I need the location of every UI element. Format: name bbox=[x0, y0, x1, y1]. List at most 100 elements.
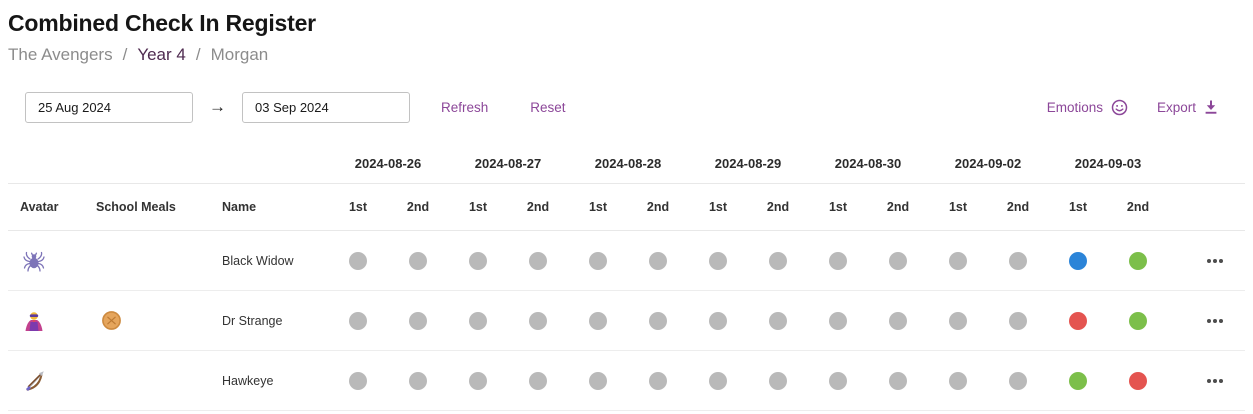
mark-dot-gray[interactable] bbox=[469, 311, 487, 330]
session-column-header: 1st bbox=[468, 200, 488, 214]
school-meals-column-header: School Meals bbox=[96, 200, 176, 214]
mark-cell bbox=[808, 251, 868, 270]
mark-dot-gray[interactable] bbox=[709, 251, 727, 270]
mark-cell bbox=[988, 371, 1048, 390]
name-column-header: Name bbox=[222, 200, 257, 214]
mark-cell bbox=[628, 371, 688, 390]
date-column-header: 2024-08-29 bbox=[714, 156, 782, 171]
mark-cell bbox=[568, 251, 628, 270]
mark-dot-gray[interactable] bbox=[649, 371, 667, 390]
mark-dot-gray[interactable] bbox=[469, 251, 487, 270]
mark-dot-gray[interactable] bbox=[829, 251, 847, 270]
mark-dot-gray[interactable] bbox=[769, 251, 787, 270]
emotions-button[interactable]: Emotions bbox=[1047, 99, 1128, 116]
school-meal-cell bbox=[96, 310, 222, 331]
mark-cell bbox=[628, 251, 688, 270]
mark-dot-gray[interactable] bbox=[889, 251, 907, 270]
student-name: Hawkeye bbox=[222, 373, 274, 388]
reset-button[interactable]: Reset bbox=[530, 99, 566, 115]
ellipsis-dot bbox=[1219, 258, 1223, 263]
mark-cell bbox=[1108, 251, 1168, 270]
mark-cell bbox=[688, 371, 748, 390]
mark-dot-red[interactable] bbox=[1129, 371, 1147, 390]
mark-dot-gray[interactable] bbox=[469, 371, 487, 390]
mark-dot-gray[interactable] bbox=[1009, 251, 1027, 270]
mark-cell bbox=[748, 311, 808, 330]
mark-dot-gray[interactable] bbox=[409, 371, 427, 390]
mark-dot-gray[interactable] bbox=[889, 371, 907, 390]
table-body: Black Widow Dr Strange Hawkeye bbox=[8, 231, 1245, 411]
date-column-header: 2024-08-27 bbox=[474, 156, 542, 171]
mark-cell bbox=[328, 251, 388, 270]
export-button[interactable]: Export bbox=[1157, 100, 1218, 115]
date-column-header: 2024-08-26 bbox=[354, 156, 422, 171]
mark-dot-gray[interactable] bbox=[949, 251, 967, 270]
mark-dot-gray[interactable] bbox=[829, 371, 847, 390]
mark-dot-green[interactable] bbox=[1129, 311, 1147, 330]
mark-dot-gray[interactable] bbox=[529, 251, 547, 270]
row-menu-button[interactable] bbox=[1207, 375, 1223, 387]
session-column-header: 2nd bbox=[1126, 200, 1150, 214]
mark-dot-gray[interactable] bbox=[1009, 371, 1027, 390]
mark-dot-gray[interactable] bbox=[589, 311, 607, 330]
spider-icon bbox=[23, 250, 45, 272]
page-title: Combined Check In Register bbox=[8, 10, 316, 36]
mark-dot-gray[interactable] bbox=[589, 251, 607, 270]
mark-dot-gray[interactable] bbox=[649, 251, 667, 270]
mark-cell bbox=[928, 371, 988, 390]
mark-cell bbox=[508, 311, 568, 330]
mark-cell bbox=[1048, 251, 1108, 270]
mark-dot-gray[interactable] bbox=[769, 311, 787, 330]
breadcrumb-year[interactable]: Year 4 bbox=[137, 45, 186, 64]
refresh-button[interactable]: Refresh bbox=[441, 99, 489, 115]
avatar-cell bbox=[8, 250, 96, 272]
mark-dot-gray[interactable] bbox=[949, 371, 967, 390]
mark-dot-gray[interactable] bbox=[409, 251, 427, 270]
row-menu-button[interactable] bbox=[1207, 315, 1223, 327]
mark-dot-gray[interactable] bbox=[349, 251, 367, 270]
date-to-input[interactable] bbox=[242, 91, 410, 123]
mark-cell bbox=[928, 251, 988, 270]
mark-dot-gray[interactable] bbox=[769, 371, 787, 390]
column-header-row: Avatar School Meals Name 1st 2nd 1st 2nd 1st… bbox=[8, 184, 1245, 231]
session-column-header: 2nd bbox=[766, 200, 790, 214]
mark-cell bbox=[1048, 371, 1108, 390]
mark-dot-gray[interactable] bbox=[529, 371, 547, 390]
mark-dot-green[interactable] bbox=[1129, 251, 1147, 270]
toolbar-right: Emotions Export bbox=[1047, 99, 1245, 116]
mark-dot-gray[interactable] bbox=[829, 311, 847, 330]
breadcrumb-group[interactable]: The Avengers bbox=[8, 45, 113, 64]
date-from-input[interactable] bbox=[25, 91, 193, 123]
mark-cell bbox=[448, 371, 508, 390]
smiley-icon bbox=[1111, 99, 1128, 116]
mark-dot-gray[interactable] bbox=[349, 371, 367, 390]
mark-dot-gray[interactable] bbox=[949, 311, 967, 330]
mark-cell bbox=[388, 371, 448, 390]
ellipsis-dot bbox=[1213, 318, 1217, 323]
breadcrumb-separator: / bbox=[195, 45, 201, 64]
mark-dot-gray[interactable] bbox=[409, 311, 427, 330]
mark-dot-blue[interactable] bbox=[1069, 251, 1087, 270]
mark-dot-gray[interactable] bbox=[649, 311, 667, 330]
mark-dot-gray[interactable] bbox=[349, 311, 367, 330]
avatar-cell bbox=[8, 310, 96, 332]
mark-cell bbox=[1108, 371, 1168, 390]
mark-dot-red[interactable] bbox=[1069, 311, 1087, 330]
mark-cell bbox=[448, 311, 508, 330]
avatar-column-header: Avatar bbox=[20, 200, 59, 214]
mark-dot-gray[interactable] bbox=[529, 311, 547, 330]
mark-dot-green[interactable] bbox=[1069, 371, 1087, 390]
mark-dot-gray[interactable] bbox=[889, 311, 907, 330]
session-column-header: 1st bbox=[948, 200, 968, 214]
ellipsis-dot bbox=[1219, 318, 1223, 323]
mark-dot-gray[interactable] bbox=[589, 371, 607, 390]
row-menu-button[interactable] bbox=[1207, 255, 1223, 267]
breadcrumb-student[interactable]: Morgan bbox=[210, 45, 269, 64]
check-in-register-table: 2024-08-26 2024-08-27 2024-08-28 2024-08-29… bbox=[8, 144, 1245, 411]
mark-dot-gray[interactable] bbox=[1009, 311, 1027, 330]
mark-cell bbox=[808, 311, 868, 330]
mark-dot-gray[interactable] bbox=[709, 311, 727, 330]
mark-cell bbox=[568, 371, 628, 390]
mark-dot-gray[interactable] bbox=[709, 371, 727, 390]
mark-cell bbox=[1048, 311, 1108, 330]
